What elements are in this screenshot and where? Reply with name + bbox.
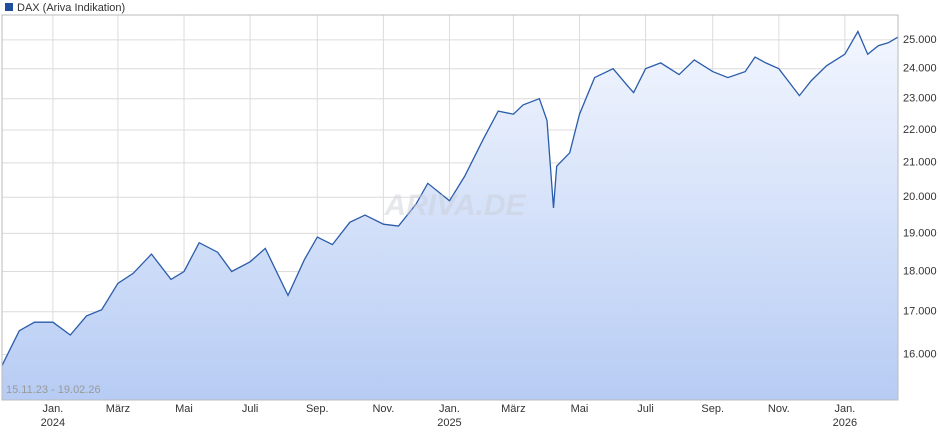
x-tick-label: Jan.	[439, 403, 460, 415]
x-tick-label: Juli	[637, 403, 654, 415]
y-tick-label: 24.000	[903, 63, 937, 75]
x-tick-label: Sep.	[701, 403, 724, 415]
x-tick-year: 2025	[437, 417, 461, 429]
legend-swatch	[5, 3, 13, 11]
plot-frame	[1, 14, 899, 401]
area-fill	[2, 31, 898, 400]
x-tick-label: Juli	[242, 403, 259, 415]
legend-label: DAX (Ariva Indikation)	[17, 2, 125, 14]
watermark: ARIVA.DE	[383, 189, 526, 222]
y-tick-label: 18.000	[903, 265, 937, 277]
x-tick-label: März	[106, 403, 130, 415]
y-tick-label: 25.000	[903, 34, 937, 46]
x-tick-label: Jan.	[835, 403, 856, 415]
x-tick-label: Nov.	[768, 403, 790, 415]
x-tick-label: Mai	[175, 403, 193, 415]
y-tick-label: 19.000	[903, 227, 937, 239]
y-tick-label: 17.000	[903, 306, 937, 318]
x-tick-label: Mai	[571, 403, 589, 415]
y-tick-label: 16.000	[903, 348, 937, 360]
y-tick-label: 20.000	[903, 191, 937, 203]
line	[1, 30, 899, 366]
x-tick-label: Sep.	[306, 403, 329, 415]
x-tick-year: 2024	[41, 417, 65, 429]
y-tick-label: 22.000	[903, 124, 937, 136]
y-tick-label: 23.000	[903, 93, 937, 105]
x-tick-year: 2026	[833, 417, 857, 429]
range-label: 15.11.23 - 19.02.26	[6, 384, 101, 396]
x-tick-label: Nov.	[372, 403, 394, 415]
x-tick-label: Jan.	[43, 403, 64, 415]
x-tick-label: März	[501, 403, 525, 415]
y-tick-label: 21.000	[903, 157, 937, 169]
